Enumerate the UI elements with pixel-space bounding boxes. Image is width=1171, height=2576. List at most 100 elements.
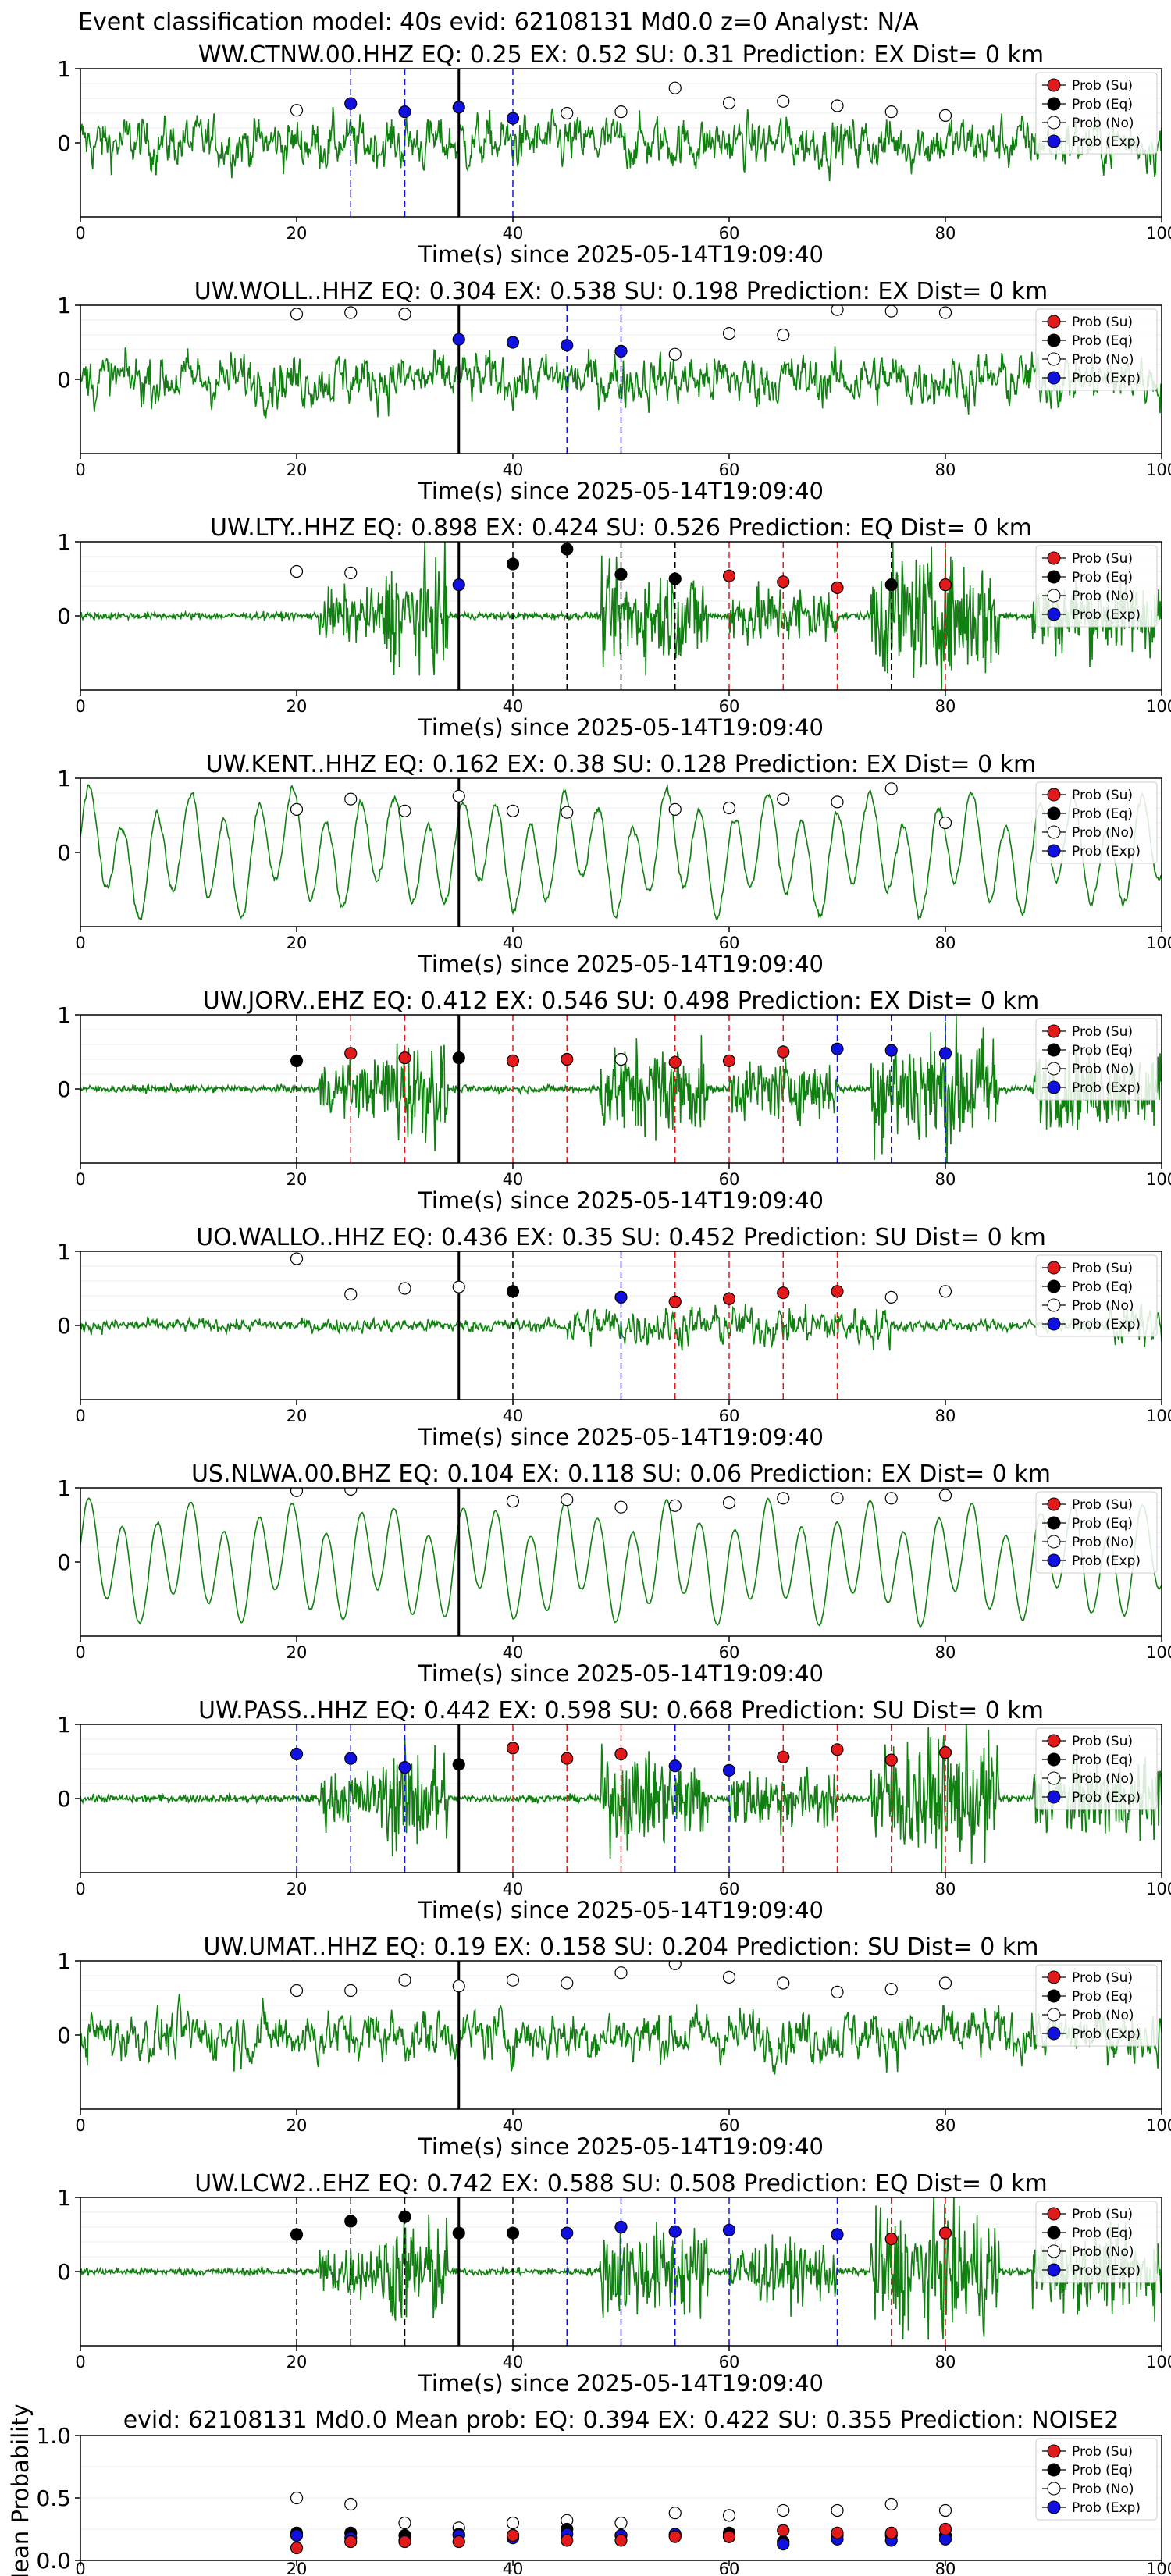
prob-point (290, 308, 304, 321)
prob-point (884, 1044, 898, 1057)
x-tick-label: 40 (503, 2560, 524, 2576)
figure-suptitle: Event classification model: 40s evid: 62… (78, 9, 919, 36)
x-tick-label: 60 (719, 1407, 740, 1425)
plot-area (80, 1251, 1162, 1400)
prob-point (398, 308, 411, 321)
mean-probability-panel: evid: 62108131 Md0.0 Mean prob: EQ: 0.39… (7, 2403, 1171, 2576)
prob-point (561, 543, 574, 556)
prob-point (777, 1286, 790, 1300)
prob-point (777, 1492, 790, 1505)
legend-label: Prob (Su) (1072, 2444, 1133, 2460)
mean-prob-point (290, 2528, 304, 2542)
prob-point (831, 795, 844, 809)
prob-point (777, 94, 790, 108)
station-panel: UW.JORV..EHZ EQ: 0.412 EX: 0.546 SU: 0.4… (57, 987, 1171, 1214)
prob-point (668, 1295, 682, 1308)
x-axis-label: Time(s) since 2025-05-14T19:09:40 (418, 241, 824, 268)
waveform-trace (80, 1994, 1162, 2075)
legend-marker (1047, 1989, 1061, 2003)
prob-point (884, 782, 898, 795)
mean-prob-point (777, 2538, 790, 2551)
prob-point (398, 804, 411, 817)
panel-title: UW.KENT..HHZ EQ: 0.162 EX: 0.38 SU: 0.12… (206, 751, 1036, 778)
prob-point (722, 569, 736, 582)
prob-point (561, 339, 574, 352)
prob-point (506, 1494, 520, 1508)
legend-marker (1047, 1024, 1061, 1038)
x-tick-label: 60 (719, 2560, 740, 2576)
prob-point (777, 1045, 790, 1059)
x-tick-label: 40 (503, 461, 524, 479)
legend-marker (1047, 315, 1061, 329)
legend-marker (1047, 2207, 1061, 2221)
y-tick-label: 1 (57, 2185, 71, 2211)
prob-point (884, 1290, 898, 1304)
legend-label: Prob (Exp) (1072, 371, 1141, 386)
legend-label: Prob (Eq) (1072, 2226, 1133, 2241)
prob-point (290, 1488, 304, 1497)
x-tick-label: 80 (935, 1643, 956, 1662)
prob-point (344, 792, 358, 806)
legend-box (1035, 781, 1158, 864)
mean-prob-point (344, 2535, 358, 2549)
legend-label: Prob (Exp) (1072, 1080, 1141, 1096)
prob-point (452, 578, 465, 592)
prob-point (831, 1285, 844, 1298)
prob-point (614, 568, 628, 581)
legend-marker (1047, 1734, 1061, 1748)
mean-prob-point (614, 2534, 628, 2547)
x-axis-label: Time(s) since 2025-05-14T19:09:40 (418, 1660, 824, 1687)
x-tick-label: 100 (1146, 1170, 1171, 1189)
legend-marker (1047, 1553, 1061, 1567)
plot-area (80, 1488, 1162, 1636)
legend-label: Prob (Su) (1072, 551, 1133, 567)
x-tick-label: 20 (287, 224, 308, 243)
legend-marker (1047, 1535, 1061, 1549)
legend-label: Prob (Su) (1072, 1261, 1133, 1276)
station-panel: UW.UMAT..HHZ EQ: 0.19 EX: 0.158 SU: 0.20… (57, 1934, 1171, 2160)
x-tick-label: 40 (503, 934, 524, 952)
y-tick-label: 1 (57, 1239, 71, 1265)
panel-title: US.NLWA.00.BHZ EQ: 0.104 EX: 0.118 SU: 0… (191, 1461, 1051, 1488)
prob-point (884, 2233, 898, 2246)
legend-label: Prob (Su) (1072, 1024, 1133, 1040)
prob-point (668, 1759, 682, 1773)
legend-marker (1047, 1317, 1061, 1331)
prob-point (614, 1052, 628, 1066)
prob-point (344, 1488, 358, 1496)
x-tick-label: 100 (1146, 2353, 1171, 2371)
x-tick-label: 20 (287, 2116, 308, 2135)
legend-marker (1047, 371, 1061, 385)
legend-marker (1047, 1516, 1061, 1530)
mean-panel-title: evid: 62108131 Md0.0 Mean prob: EQ: 0.39… (123, 2407, 1119, 2434)
x-tick-label: 40 (503, 2116, 524, 2135)
prob-point (506, 1742, 520, 1755)
mean-prob-point (290, 2541, 304, 2555)
prob-point (561, 106, 574, 120)
legend-label: Prob (Eq) (1072, 1516, 1133, 1532)
y-tick-label: 0 (57, 367, 71, 393)
x-tick-label: 80 (935, 697, 956, 716)
prob-point (344, 306, 358, 319)
panel-title: WW.CTNW.00.HHZ EQ: 0.25 EX: 0.52 SU: 0.3… (198, 41, 1044, 69)
x-tick-label: 100 (1146, 2560, 1171, 2576)
x-tick-label: 0 (75, 2116, 85, 2135)
x-axis-label: Time(s) since 2025-05-14T19:09:40 (418, 1897, 824, 1923)
mean-prob-point (614, 2516, 628, 2530)
prob-point (290, 1252, 304, 1265)
prob-point (344, 2215, 358, 2228)
x-axis-label: Time(s) since 2025-05-14T19:09:40 (418, 714, 824, 741)
prob-point (344, 97, 358, 110)
prob-point (452, 1051, 465, 1065)
legend-marker (1047, 806, 1061, 820)
legend-box (1035, 1964, 1158, 2047)
x-tick-label: 0 (75, 461, 85, 479)
legend-box (1035, 1491, 1158, 1574)
legend-marker (1047, 589, 1061, 603)
legend-marker (1047, 551, 1061, 565)
station-panel: UW.LCW2..EHZ EQ: 0.742 EX: 0.588 SU: 0.5… (57, 2170, 1171, 2396)
legend-marker (1047, 1790, 1061, 1804)
x-tick-label: 80 (935, 461, 956, 479)
mean-prob-point (561, 2534, 574, 2547)
